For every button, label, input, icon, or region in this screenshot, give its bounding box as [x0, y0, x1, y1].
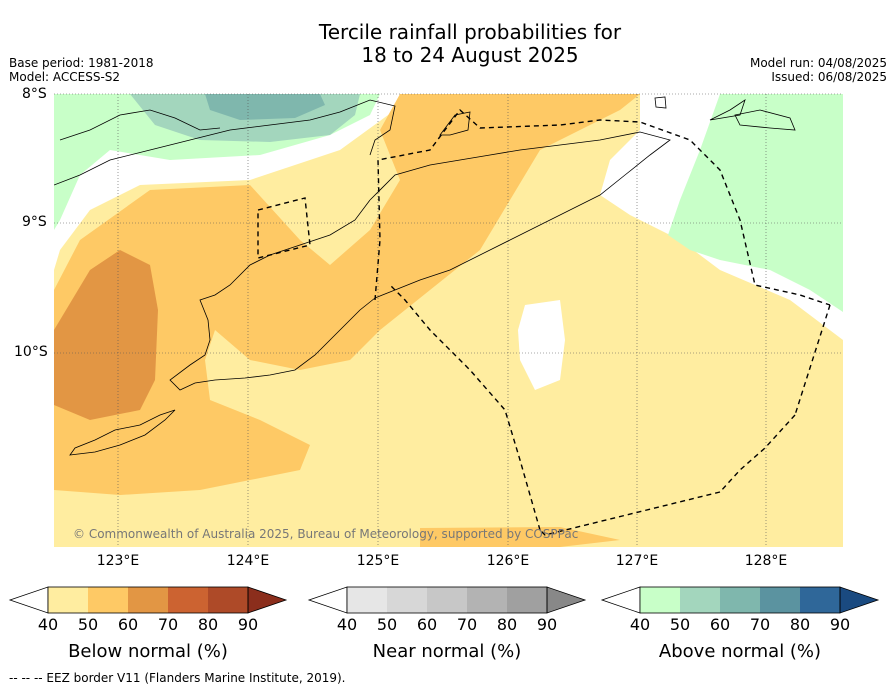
colorbar-below-under-arrow: [8, 586, 49, 614]
colorbar-near-tick: 60: [416, 615, 438, 634]
colorbar-near-tick: 80: [496, 615, 518, 634]
colorbar-below-segment: [208, 587, 248, 613]
probability-field: [54, 94, 843, 547]
colorbar-above-tick: 70: [749, 615, 771, 634]
colorbar-above-segment: [720, 587, 760, 613]
colorbar-below-segment: [128, 587, 168, 613]
colorbar-near-segment: [507, 587, 547, 613]
issued-date: Issued: 06/08/2025: [771, 70, 887, 84]
colorbar-above-tick: 40: [629, 615, 651, 634]
colorbar-near-tick: 70: [456, 615, 478, 634]
field-below-50-60: [54, 94, 640, 495]
field-below-40-50-south: [54, 495, 843, 547]
colorbar-above-under-arrow: [600, 586, 641, 614]
colorbar-below-tick: 50: [77, 615, 99, 634]
colorbar-above-tick: 80: [789, 615, 811, 634]
meta-left: Base period: 1981-2018 Model: ACCESS-S2: [9, 56, 154, 84]
model-name: Model: ACCESS-S2: [9, 70, 121, 84]
colorbar-above-outline: [639, 586, 841, 614]
colorbar-above-tick: 50: [669, 615, 691, 634]
colorbar-above-segment: [760, 587, 800, 613]
colorbar-near-segment: [467, 587, 507, 613]
colorbar-near-tick: 40: [336, 615, 358, 634]
colorbar-below-segment: [88, 587, 128, 613]
lat-label-10s: 10°S: [14, 344, 48, 360]
field-white-patch: [518, 300, 565, 390]
colorbars: [8, 586, 880, 614]
meta-right: Model run: 04/08/2025 Issued: 06/08/2025: [750, 56, 887, 84]
colorbar-below-segment: [168, 587, 208, 613]
colorbar-above-segment: [680, 587, 720, 613]
colorbar-below-over-arrow: [247, 586, 288, 614]
lat-label-8s: 8°S: [22, 86, 47, 102]
model-run: Model run: 04/08/2025: [749, 56, 887, 70]
colorbar-near-segment: [347, 587, 387, 613]
colorbar-label-near: Near normal (%): [372, 641, 522, 662]
lon-label-123e: 123°E: [96, 553, 140, 569]
colorbar-near-tick: 90: [536, 615, 558, 634]
colorbar-near-over-arrow: [546, 586, 587, 614]
colorbar-below-tick: 80: [197, 615, 219, 634]
map-title-line1: Tercile rainfall probabilities for: [318, 20, 622, 44]
colorbar-below-tick: 60: [117, 615, 139, 634]
colorbar-near-segment: [427, 587, 467, 613]
map-title-line2: 18 to 24 August 2025: [361, 43, 579, 67]
colorbar-near-under-arrow: [307, 586, 348, 614]
lon-label-126e: 126°E: [486, 553, 530, 569]
lon-label-127e: 127°E: [615, 553, 659, 569]
eez-border: [257, 108, 831, 536]
field-above-60-70: [205, 94, 325, 120]
colorbar-label-below: Below normal (%): [68, 641, 228, 662]
lon-label-124e: 124°E: [226, 553, 270, 569]
colorbar-above-tick: 60: [709, 615, 731, 634]
base-period: Base period: 1981-2018: [9, 56, 154, 70]
colorbar-above-tick: 90: [829, 615, 851, 634]
colorbar-below-tick: 90: [237, 615, 259, 634]
lon-label-128e: 128°E: [744, 553, 788, 569]
copyright-note: © Commonwealth of Australia 2025, Bureau…: [73, 527, 579, 541]
lon-label-125e: 125°E: [356, 553, 400, 569]
field-below-60-70: [54, 250, 158, 420]
colorbar-below-segment: [48, 587, 88, 613]
colorbar-below-tick: 40: [37, 615, 59, 634]
colorbar-label-above: Above normal (%): [658, 641, 822, 662]
colorbar-above-over-arrow: [839, 586, 880, 614]
colorbar-below-outline: [47, 586, 249, 614]
colorbar-above-segment: [640, 587, 680, 613]
colorbar-above-segment: [800, 587, 840, 613]
field-below-50-60-south: [420, 527, 620, 547]
colorbar-near-tick: 50: [376, 615, 398, 634]
colorbar-near-outline: [346, 586, 548, 614]
colorbar-near-segment: [387, 587, 427, 613]
lat-label-9s: 9°S: [22, 214, 47, 230]
eez-legend-footer: -- -- -- EEZ border V11 (Flanders Marine…: [9, 671, 346, 685]
field-above-40-50-east: [668, 94, 843, 312]
colorbar-below-tick: 70: [157, 615, 179, 634]
